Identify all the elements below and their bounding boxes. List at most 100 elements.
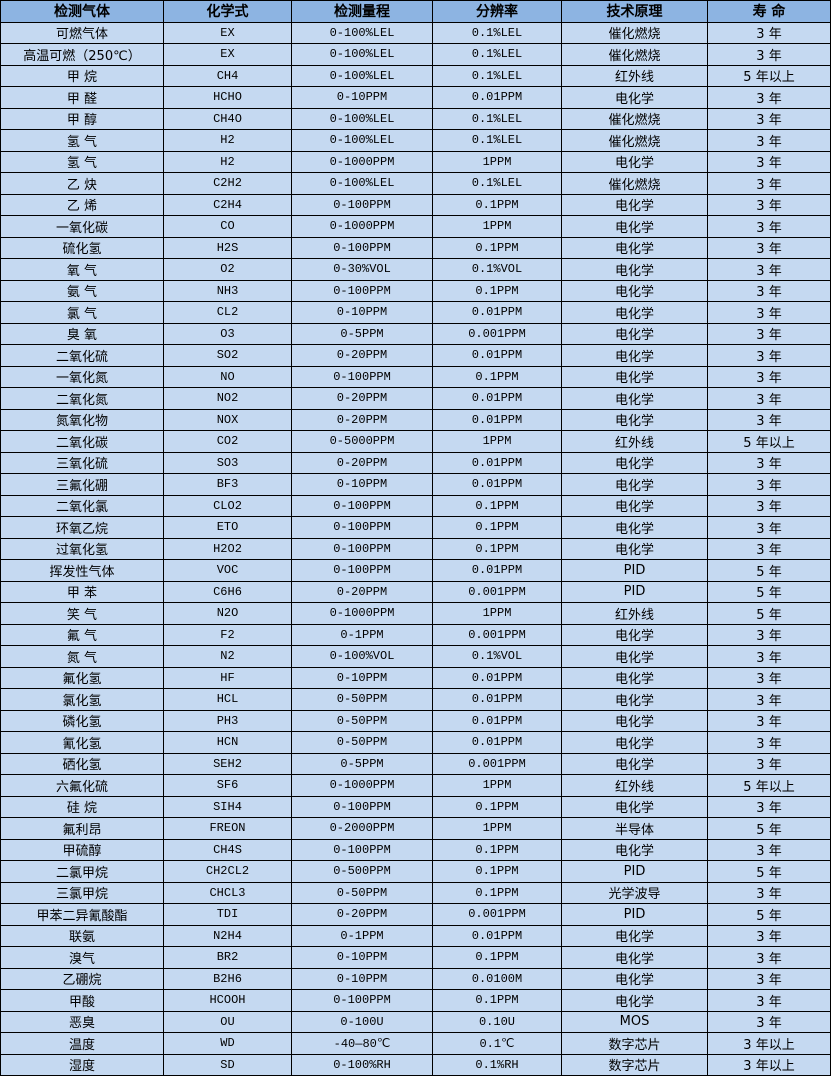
resolution-cell: 0.1PPM — [432, 838, 562, 861]
lifespan-cell: 3 年 — [707, 731, 831, 754]
principle-cell: 催化燃烧 — [561, 129, 708, 152]
lifespan-cell: 3 年 — [707, 236, 831, 259]
range-cell: 0-1000PPM — [291, 602, 433, 625]
gas-cell: 甲 烷 — [0, 64, 164, 87]
table-row: 乙 烯 C2H4 0-100PPM 0.1PPM 电化学 3 年 — [0, 193, 831, 216]
formula-cell: SO2 — [163, 344, 292, 367]
gas-cell: 乙硼烷 — [0, 967, 164, 990]
table-row: 恶臭 OU 0-100U 0.10U MOS 3 年 — [0, 1010, 831, 1033]
range-cell: 0-1000PPM — [291, 774, 433, 797]
resolution-cell: 0.001PPM — [432, 580, 562, 603]
range-cell: 0-100%LEL — [291, 172, 433, 195]
gas-cell: 三氯甲烷 — [0, 881, 164, 904]
resolution-cell: 0.1%LEL — [432, 21, 562, 44]
resolution-cell: 0.001PPM — [432, 752, 562, 775]
table-row: 硒化氢 SEH2 0-5PPM 0.001PPM 电化学 3 年 — [0, 752, 831, 775]
formula-cell: HCOOH — [163, 989, 292, 1012]
principle-cell: 电化学 — [561, 365, 708, 388]
formula-cell: BR2 — [163, 946, 292, 969]
lifespan-cell: 3 年 — [707, 43, 831, 66]
resolution-cell: 0.001PPM — [432, 903, 562, 926]
resolution-cell: 0.1PPM — [432, 881, 562, 904]
formula-cell: SF6 — [163, 774, 292, 797]
principle-cell: 红外线 — [561, 64, 708, 87]
formula-cell: H2S — [163, 236, 292, 259]
lifespan-cell: 3 年 — [707, 365, 831, 388]
table-row: 挥发性气体 VOC 0-100PPM 0.01PPM PID 5 年 — [0, 559, 831, 582]
range-cell: 0-30%VOL — [291, 258, 433, 281]
formula-cell: CH4O — [163, 107, 292, 130]
formula-cell: ETO — [163, 516, 292, 539]
gas-cell: 二氯甲烷 — [0, 860, 164, 883]
principle-cell: 电化学 — [561, 86, 708, 109]
range-cell: 0-10PPM — [291, 86, 433, 109]
formula-cell: CLO2 — [163, 494, 292, 517]
resolution-cell: 1PPM — [432, 774, 562, 797]
table-row: 笑 气 N2O 0-1000PPM 1PPM 红外线 5 年 — [0, 602, 831, 625]
lifespan-cell: 3 年以上 — [707, 1053, 831, 1076]
table-row: 六氟化硫 SF6 0-1000PPM 1PPM 红外线 5 年以上 — [0, 774, 831, 797]
range-cell: 0-20PPM — [291, 344, 433, 367]
lifespan-cell: 3 年以上 — [707, 1032, 831, 1055]
table-row: 硅 烷 SIH4 0-100PPM 0.1PPM 电化学 3 年 — [0, 795, 831, 818]
principle-cell: PID — [561, 860, 708, 883]
principle-cell: 电化学 — [561, 473, 708, 496]
range-cell: 0-1PPM — [291, 623, 433, 646]
table-row: 氧 气 O2 0-30%VOL 0.1%VOL 电化学 3 年 — [0, 258, 831, 281]
formula-cell: CH4 — [163, 64, 292, 87]
gas-cell: 过氧化氢 — [0, 537, 164, 560]
header-principle: 技术原理 — [561, 0, 708, 23]
formula-cell: VOC — [163, 559, 292, 582]
lifespan-cell: 3 年 — [707, 494, 831, 517]
table-row: 氟利昂 FREON 0-2000PPM 1PPM 半导体 5 年 — [0, 817, 831, 840]
formula-cell: N2 — [163, 645, 292, 668]
principle-cell: 电化学 — [561, 322, 708, 345]
table-row: 溴气 BR2 0-10PPM 0.1PPM 电化学 3 年 — [0, 946, 831, 969]
resolution-cell: 0.1PPM — [432, 860, 562, 883]
range-cell: 0-50PPM — [291, 881, 433, 904]
resolution-cell: 0.1%VOL — [432, 645, 562, 668]
range-cell: 0-100PPM — [291, 989, 433, 1012]
formula-cell: PH3 — [163, 709, 292, 732]
gas-cell: 六氟化硫 — [0, 774, 164, 797]
range-cell: 0-20PPM — [291, 387, 433, 410]
table-row: 过氧化氢 H2O2 0-100PPM 0.1PPM 电化学 3 年 — [0, 537, 831, 560]
lifespan-cell: 3 年 — [707, 215, 831, 238]
resolution-cell: 0.10U — [432, 1010, 562, 1033]
resolution-cell: 0.001PPM — [432, 623, 562, 646]
lifespan-cell: 3 年 — [707, 258, 831, 281]
lifespan-cell: 3 年 — [707, 989, 831, 1012]
formula-cell: CO2 — [163, 430, 292, 453]
resolution-cell: 0.01PPM — [432, 731, 562, 754]
range-cell: 0-20PPM — [291, 408, 433, 431]
formula-cell: B2H6 — [163, 967, 292, 990]
table-row: 氢 气 H2 0-100%LEL 0.1%LEL 催化燃烧 3 年 — [0, 129, 831, 152]
resolution-cell: 0.1PPM — [432, 516, 562, 539]
range-cell: 0-2000PPM — [291, 817, 433, 840]
lifespan-cell: 3 年 — [707, 279, 831, 302]
gas-cell: 二氧化氮 — [0, 387, 164, 410]
table-row: 氢 气 H2 0-1000PPM 1PPM 电化学 3 年 — [0, 150, 831, 173]
principle-cell: 电化学 — [561, 666, 708, 689]
gas-cell: 磷化氢 — [0, 709, 164, 732]
lifespan-cell: 3 年 — [707, 946, 831, 969]
lifespan-cell: 3 年 — [707, 537, 831, 560]
formula-cell: FREON — [163, 817, 292, 840]
lifespan-cell: 3 年 — [707, 688, 831, 711]
formula-cell: SD — [163, 1053, 292, 1076]
lifespan-cell: 5 年以上 — [707, 64, 831, 87]
range-cell: 0-50PPM — [291, 731, 433, 754]
range-cell: 0-100PPM — [291, 559, 433, 582]
resolution-cell: 0.01PPM — [432, 344, 562, 367]
table-row: 氨 气 NH3 0-100PPM 0.1PPM 电化学 3 年 — [0, 279, 831, 302]
principle-cell: 电化学 — [561, 516, 708, 539]
lifespan-cell: 3 年 — [707, 752, 831, 775]
table-row: 高温可燃（250℃） EX 0-100%LEL 0.1%LEL 催化燃烧 3 年 — [0, 43, 831, 66]
range-cell: 0-100PPM — [291, 193, 433, 216]
lifespan-cell: 3 年 — [707, 322, 831, 345]
gas-cell: 硒化氢 — [0, 752, 164, 775]
table-row: 联氨 N2H4 0-1PPM 0.01PPM 电化学 3 年 — [0, 924, 831, 947]
gas-cell: 氟 气 — [0, 623, 164, 646]
lifespan-cell: 3 年 — [707, 86, 831, 109]
